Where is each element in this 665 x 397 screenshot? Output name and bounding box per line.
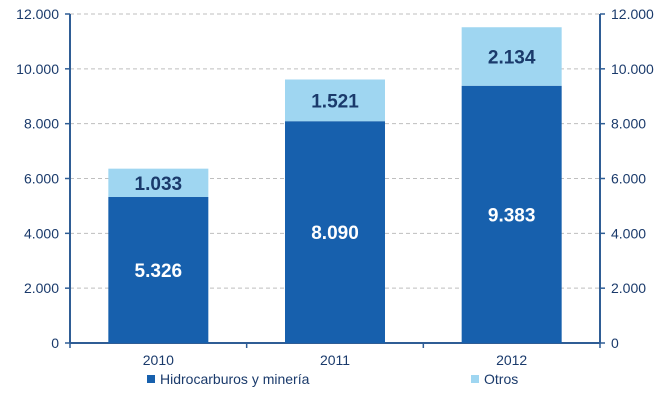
data-label-otros-2010: 1.033 — [135, 174, 183, 195]
y-tick-label-right: 10.000 — [611, 61, 654, 77]
legend-item-otros: Otros — [471, 371, 518, 387]
x-tick-label-2012: 2012 — [496, 352, 527, 368]
data-label-hidrocarburos-2010: 5.326 — [135, 261, 183, 282]
y-tick-label-right: 12.000 — [611, 6, 654, 22]
bar-otros-2011 — [285, 79, 385, 122]
bar-hidrocarburos-2012 — [461, 85, 562, 343]
y-tick-label-left: 12.000 — [16, 6, 59, 22]
data-label-otros-2012: 2.134 — [488, 47, 536, 68]
data-label-hidrocarburos-2012: 9.383 — [488, 205, 536, 226]
y-tick-label-right: 0 — [611, 335, 619, 351]
bar-hidrocarburos-2010 — [108, 196, 209, 343]
legend-label-hidrocarburos: Hidrocarburos y minería — [160, 371, 310, 387]
bar-otros-2010 — [108, 168, 209, 197]
legend-item-hidrocarburos: Hidrocarburos y minería — [147, 371, 309, 387]
y-tick-label-left: 4.000 — [24, 225, 59, 241]
data-label-otros-2011: 1.521 — [311, 91, 359, 112]
bar-otros-2012 — [461, 27, 562, 86]
bar-hidrocarburos-2011 — [285, 121, 385, 344]
x-tick-label-2011: 2011 — [320, 352, 350, 368]
legend-swatch-otros — [471, 375, 479, 383]
y-tick-label-left: 8.000 — [24, 116, 59, 132]
data-label-hidrocarburos-2011: 8.090 — [311, 223, 359, 244]
y-tick-label-left: 10.000 — [16, 61, 59, 77]
y-tick-label-left: 2.000 — [24, 280, 59, 296]
y-tick-label-right: 4.000 — [611, 225, 646, 241]
legend-label-otros: Otros — [484, 371, 519, 387]
legend-swatch-hidrocarburos — [147, 375, 155, 383]
y-tick-label-left: 6.000 — [24, 171, 59, 187]
y-tick-label-left: 0 — [51, 335, 59, 351]
y-tick-label-right: 8.000 — [611, 116, 646, 132]
y-tick-label-right: 2.000 — [611, 280, 646, 296]
x-tick-label-2010: 2010 — [143, 352, 174, 368]
y-tick-label-right: 6.000 — [611, 171, 646, 187]
